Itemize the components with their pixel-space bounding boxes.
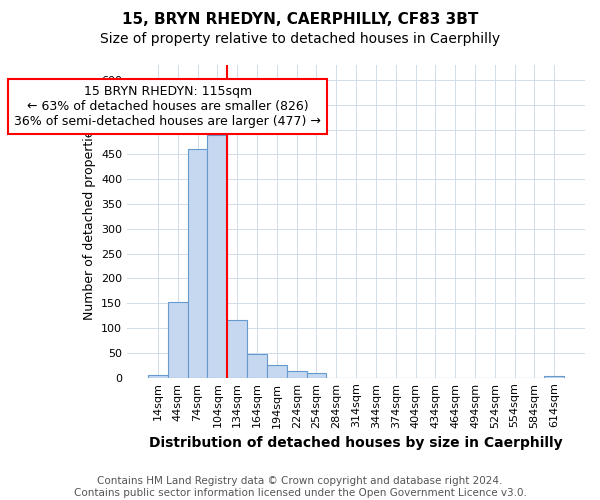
- Bar: [148, 375, 168, 378]
- Bar: [168, 302, 188, 378]
- Text: Size of property relative to detached houses in Caerphilly: Size of property relative to detached ho…: [100, 32, 500, 46]
- Bar: [188, 150, 208, 378]
- Bar: [267, 366, 287, 378]
- Bar: [227, 320, 247, 378]
- Bar: [247, 354, 267, 378]
- Bar: [544, 376, 564, 378]
- Text: 15, BRYN RHEDYN, CAERPHILLY, CF83 3BT: 15, BRYN RHEDYN, CAERPHILLY, CF83 3BT: [122, 12, 478, 28]
- Text: Contains HM Land Registry data © Crown copyright and database right 2024.
Contai: Contains HM Land Registry data © Crown c…: [74, 476, 526, 498]
- Y-axis label: Number of detached properties: Number of detached properties: [83, 123, 95, 320]
- Bar: [307, 373, 326, 378]
- Text: 15 BRYN RHEDYN: 115sqm
← 63% of detached houses are smaller (826)
36% of semi-de: 15 BRYN RHEDYN: 115sqm ← 63% of detached…: [14, 85, 321, 128]
- Bar: [208, 136, 227, 378]
- Bar: [287, 370, 307, 378]
- X-axis label: Distribution of detached houses by size in Caerphilly: Distribution of detached houses by size …: [149, 436, 563, 450]
